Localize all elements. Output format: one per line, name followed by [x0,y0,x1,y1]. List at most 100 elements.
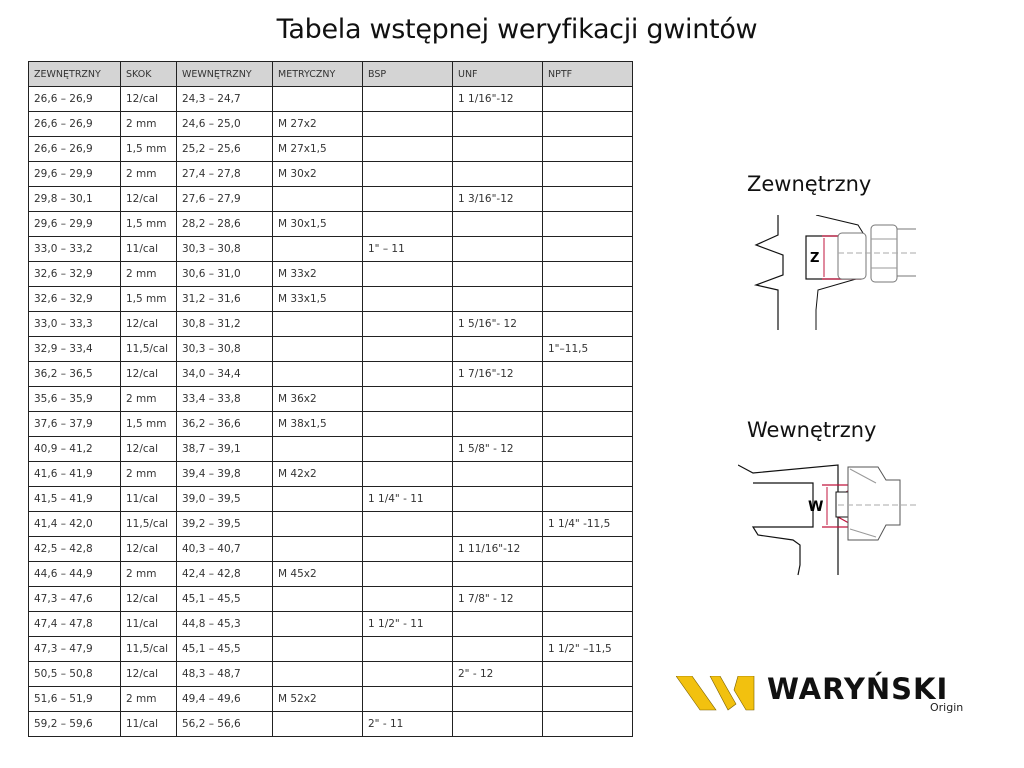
table-cell [452,161,543,187]
table-cell: 33,4 – 33,8 [176,386,273,412]
table-cell: 24,6 – 25,0 [176,111,273,137]
table-cell [272,586,363,612]
table-cell [542,186,633,212]
column-header: ZEWNĘTRZNY [28,61,121,87]
table-cell [452,511,543,537]
table-cell [452,286,543,312]
table-cell [272,661,363,687]
table-cell: 1 11/16"-12 [452,536,543,562]
table-row: 59,2 – 59,6 11/cal 56,2 – 56,6 2" - 11 [28,711,633,737]
table-cell: 12/cal [120,361,177,387]
table-cell: 2 mm [120,686,177,712]
table-cell: 27,6 – 27,9 [176,186,273,212]
table-row: 47,4 – 47,8 11/cal 44,8 – 45,3 1 1/2" - 11 [28,611,633,637]
table-cell: 11/cal [120,236,177,262]
table-cell: 25,2 – 25,6 [176,136,273,162]
table-cell: 11,5/cal [120,336,177,362]
table-cell [452,486,543,512]
table-cell [452,686,543,712]
external-marker: Z [810,251,819,266]
thread-table: ZEWNĘTRZNY SKOK WEWNĘTRZNY METRYCZNY BSP UNF N… [28,61,633,737]
table-cell [452,336,543,362]
table-cell: 47,4 – 47,8 [28,611,121,637]
table-cell: 1 1/4" -11,5 [542,511,633,537]
table-row: 32,6 – 32,9 2 mm 30,6 – 31,0 M 33x2 [28,261,633,287]
table-cell: 39,4 – 39,8 [176,461,273,487]
table-cell: 1 1/4" - 11 [362,486,453,512]
table-cell [272,436,363,462]
table-cell [362,136,453,162]
table-cell [362,561,453,587]
table-row: 26,6 – 26,9 1,5 mm 25,2 – 25,6 M 27x1,5 [28,136,633,162]
table-row: 33,0 – 33,2 11/cal 30,3 – 30,8 1" – 11 [28,236,633,262]
table-cell: 49,4 – 49,6 [176,686,273,712]
table-cell [362,586,453,612]
table-cell: M 33x1,5 [272,286,363,312]
table-cell: 2 mm [120,386,177,412]
table-cell: 36,2 – 36,6 [176,411,273,437]
table-cell: M 42x2 [272,461,363,487]
table-cell: M 30x1,5 [272,211,363,237]
table-cell: 51,6 – 51,9 [28,686,121,712]
table-cell [542,486,633,512]
table-row: 35,6 – 35,9 2 mm 33,4 – 33,8 M 36x2 [28,386,633,412]
table-cell [362,211,453,237]
table-cell: M 52x2 [272,686,363,712]
waryński-logo-mark [676,676,755,711]
table-cell: 47,3 – 47,9 [28,636,121,662]
table-row: 47,3 – 47,6 12/cal 45,1 – 45,5 1 7/8" - 12 [28,586,633,612]
table-cell: 12/cal [120,436,177,462]
table-cell: 45,1 – 45,5 [176,636,273,662]
table-row: 29,6 – 29,9 2 mm 27,4 – 27,8 M 30x2 [28,161,633,187]
table-cell [542,536,633,562]
table-cell: 1,5 mm [120,411,177,437]
table-cell: M 27x1,5 [272,136,363,162]
table-cell: 2 mm [120,561,177,587]
table-cell [542,611,633,637]
column-header: NPTF [542,61,633,87]
column-header: BSP [362,61,453,87]
table-cell: 35,6 – 35,9 [28,386,121,412]
external-label: Zewnętrzny [747,172,872,196]
table-cell: 1,5 mm [120,286,177,312]
table-cell: 1 1/2" –11,5 [542,636,633,662]
external-caliper-diagram: Z [753,215,916,330]
table-cell: 1,5 mm [120,211,177,237]
table-cell: 11/cal [120,711,177,737]
table-cell: 40,9 – 41,2 [28,436,121,462]
table-cell [362,536,453,562]
table-cell [542,711,633,737]
table-cell: M 30x2 [272,161,363,187]
table-cell: 41,6 – 41,9 [28,461,121,487]
table-cell: 41,5 – 41,9 [28,486,121,512]
table-cell: M 36x2 [272,386,363,412]
table-cell: 11,5/cal [120,511,177,537]
table-cell: 26,6 – 26,9 [28,111,121,137]
table-cell [272,611,363,637]
table-cell: 39,2 – 39,5 [176,511,273,537]
table-cell [362,111,453,137]
table-cell [362,386,453,412]
table-cell [452,636,543,662]
table-cell [542,411,633,437]
logo-subtitle: Origin [930,701,964,714]
table-row: 50,5 – 50,8 12/cal 48,3 – 48,7 2" - 12 [28,661,633,687]
table-cell: 1 1/2" - 11 [362,611,453,637]
table-cell: 32,9 – 33,4 [28,336,121,362]
table-cell: 32,6 – 32,9 [28,261,121,287]
table-row: 41,4 – 42,0 11,5/cal 39,2 – 39,5 1 1/4" -11… [28,511,633,537]
table-cell [362,336,453,362]
table-cell: 30,3 – 30,8 [176,236,273,262]
table-cell [452,111,543,137]
table-cell: 12/cal [120,311,177,337]
table-cell: 30,6 – 31,0 [176,261,273,287]
table-row: 29,6 – 29,9 1,5 mm 28,2 – 28,6 M 30x1,5 [28,211,633,237]
table-cell [542,661,633,687]
table-cell [362,86,453,112]
table-cell [542,111,633,137]
table-cell: 26,6 – 26,9 [28,136,121,162]
table-cell: 12/cal [120,86,177,112]
table-row: 32,6 – 32,9 1,5 mm 31,2 – 31,6 M 33x1,5 [28,286,633,312]
table-cell: 1 7/16"-12 [452,361,543,387]
internal-caliper-diagram: W [738,464,916,576]
